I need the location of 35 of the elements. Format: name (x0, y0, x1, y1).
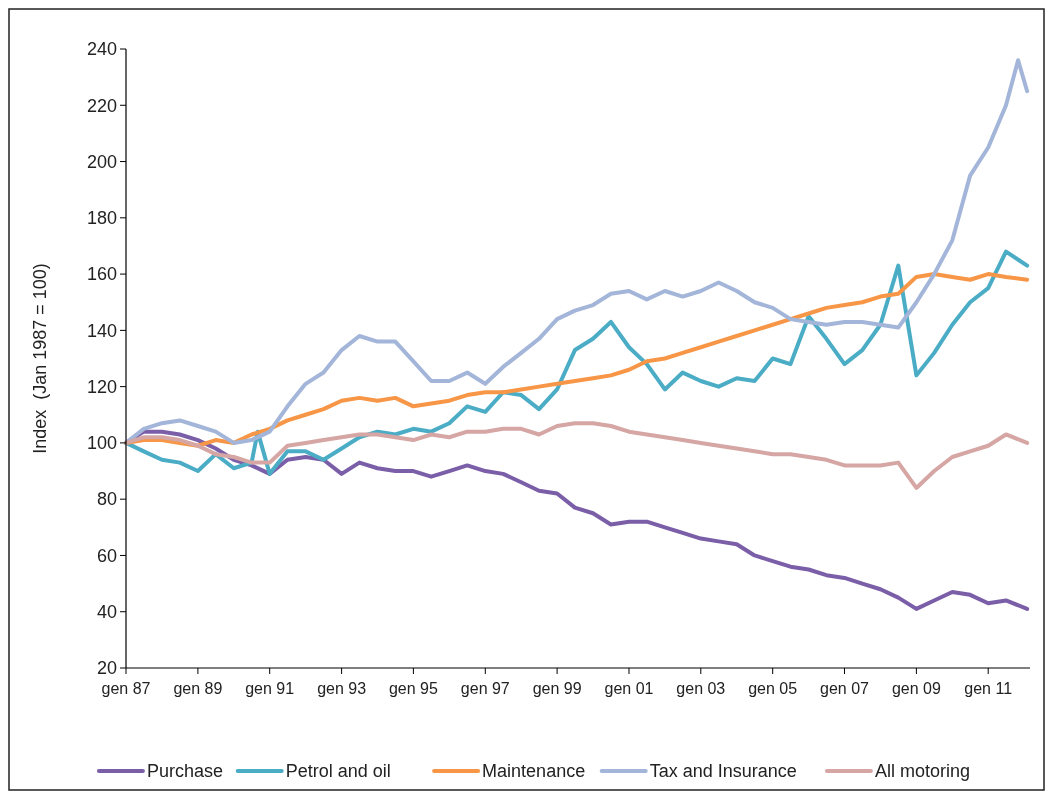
x-tick-label: gen 95 (388, 680, 438, 697)
x-tick-label: gen 07 (820, 680, 870, 697)
legend-label: Petrol and oil (285, 761, 391, 782)
x-tick-label: gen 97 (460, 680, 510, 697)
x-tick-label: gen 99 (532, 680, 582, 697)
line-series (124, 272, 1030, 448)
legend-label: All motoring (874, 761, 970, 782)
legend-label: Purchase (146, 761, 223, 782)
legend-label: Maintenance (482, 761, 586, 782)
x-tick-label: gen 93 (317, 680, 367, 697)
x-tick-label: gen 01 (604, 680, 654, 697)
x-tick-label: gen 89 (173, 680, 223, 697)
line-series (124, 58, 1030, 445)
x-tick-label: gen 87 (101, 680, 151, 697)
y-tick-label: 220 (86, 95, 117, 116)
y-tick-label: 240 (86, 39, 117, 60)
y-tick-label: 140 (86, 320, 117, 341)
y-tick-label: 180 (86, 208, 117, 229)
y-axis-title: Index (Jan 1987 = 100) (30, 263, 50, 454)
y-tick-label: 40 (96, 602, 117, 623)
x-tick-label: gen 11 (964, 680, 1013, 697)
line-series (124, 249, 1030, 476)
legend-label: Tax and Insurance (649, 761, 797, 782)
x-tick-label: gen 03 (676, 680, 726, 697)
y-tick-label: 80 (96, 489, 117, 510)
x-tick-label: gen 09 (891, 680, 941, 697)
y-tick-label: 20 (96, 658, 117, 679)
x-tick-label: gen 91 (245, 680, 295, 697)
x-tick-label: gen 05 (748, 680, 798, 697)
y-tick-label: 160 (86, 264, 117, 285)
line-series (124, 421, 1030, 490)
y-tick-label: 60 (96, 545, 117, 566)
y-tick-label: 120 (86, 376, 117, 397)
y-tick-label: 200 (86, 151, 117, 172)
y-tick-label: 100 (86, 433, 117, 454)
